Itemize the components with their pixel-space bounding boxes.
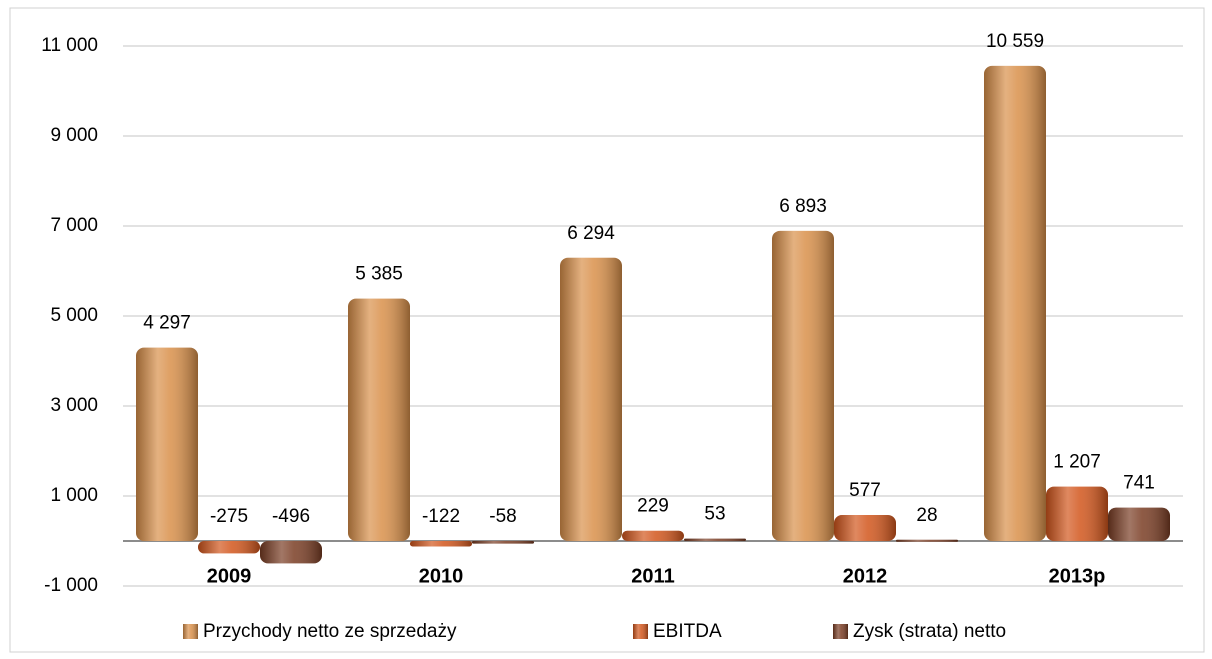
- legend-label: EBITDA: [653, 621, 722, 642]
- data-label: 6 893: [779, 196, 827, 217]
- data-label: -275: [210, 506, 248, 527]
- bar-shading: [348, 298, 410, 541]
- x-tick-label: 2012: [843, 565, 888, 587]
- data-label: 28: [916, 505, 937, 526]
- x-tick-label: 2010: [419, 565, 464, 587]
- y-tick-label: 7 000: [50, 215, 98, 236]
- data-label: 10 559: [986, 31, 1044, 52]
- bar-shading: [472, 541, 534, 544]
- bar-shading: [136, 347, 198, 541]
- x-tick-label: 2013p: [1049, 565, 1106, 587]
- data-label: 1 207: [1053, 452, 1101, 473]
- x-tick-label: 2009: [207, 565, 252, 587]
- x-tick-label: 2011: [631, 565, 674, 587]
- data-label: 229: [637, 496, 669, 517]
- data-label: -496: [272, 506, 310, 527]
- bar-shading: [684, 538, 746, 541]
- bar-shading: [260, 541, 322, 564]
- bar-shading: [622, 530, 684, 541]
- legend-label: Przychody netto ze sprzedaży: [203, 621, 457, 642]
- data-label: 577: [849, 480, 881, 501]
- y-tick-label: 5 000: [50, 305, 98, 326]
- bar-shading: [198, 541, 260, 554]
- data-label: 6 294: [567, 223, 615, 244]
- data-label: 53: [704, 504, 725, 525]
- bar-shading: [1046, 486, 1108, 541]
- legend-marker-shading: [833, 624, 848, 639]
- bar-shading: [834, 515, 896, 541]
- bar-shading: [984, 65, 1046, 541]
- y-tick-label: 3 000: [50, 395, 98, 416]
- y-tick-label: 11 000: [41, 35, 98, 56]
- data-label: -122: [422, 506, 460, 527]
- data-label: 5 385: [355, 264, 403, 285]
- bar-shading: [410, 541, 472, 547]
- bar-shading: [1108, 507, 1170, 541]
- y-tick-label: -1 000: [44, 575, 98, 596]
- y-tick-label: 1 000: [50, 485, 98, 506]
- bar-shading: [560, 257, 622, 541]
- data-label: -58: [489, 506, 516, 527]
- bar-shading: [772, 230, 834, 541]
- data-label: 4 297: [143, 313, 191, 334]
- legend-marker-shading: [183, 624, 198, 639]
- y-tick-label: 9 000: [50, 125, 98, 146]
- legend-marker-shading: [633, 624, 648, 639]
- legend-label: Zysk (strata) netto: [853, 621, 1006, 642]
- data-label: 741: [1123, 473, 1155, 494]
- chart-border: [9, 7, 1205, 653]
- bar-shading: [896, 539, 958, 542]
